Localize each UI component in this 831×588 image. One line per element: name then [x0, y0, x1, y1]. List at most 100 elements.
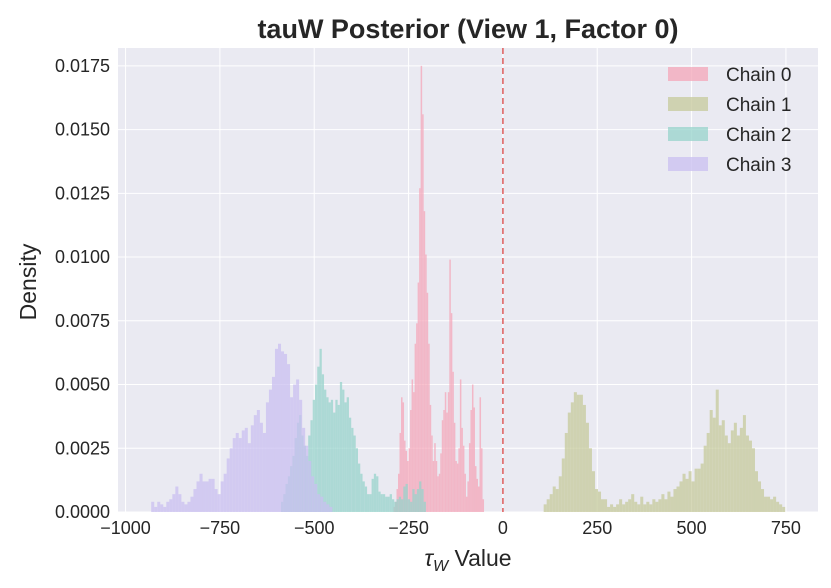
histogram-bar [326, 397, 329, 512]
histogram-bar [211, 478, 215, 512]
histogram-bar [410, 501, 413, 512]
y-tick-label: 0.0150 [55, 120, 110, 140]
legend-item: Chain 2 [668, 125, 792, 146]
histogram-bar [625, 501, 629, 512]
histogram-bar [444, 392, 447, 512]
histogram-bar [748, 440, 752, 512]
histogram-bar [302, 427, 306, 512]
histogram-bar [262, 432, 266, 512]
histogram-bar [319, 348, 322, 512]
histogram-bar [438, 473, 441, 512]
histogram-bar [387, 496, 390, 512]
histogram-bar [643, 504, 647, 512]
legend-swatch [668, 67, 708, 81]
histogram-bar [220, 481, 224, 512]
histogram-bar [385, 496, 388, 512]
histogram-bar [622, 504, 626, 512]
histogram-bar [640, 496, 644, 512]
histogram-bar [160, 504, 164, 512]
histogram-bar [355, 448, 358, 512]
x-tick-label: 500 [677, 518, 707, 538]
chart-title: tauW Posterior (View 1, Factor 0) [257, 14, 678, 44]
histogram-bar [376, 476, 379, 512]
histogram-bar [453, 422, 456, 512]
histogram-bar [464, 473, 466, 512]
histogram-bar [411, 379, 414, 512]
legend-item: Chain 3 [668, 155, 792, 176]
histogram-bar [420, 65, 423, 512]
histogram-bar [440, 453, 442, 512]
histogram-bar [268, 389, 272, 512]
histogram-bar [284, 353, 288, 512]
histogram-bar [652, 499, 656, 512]
legend-swatch [668, 157, 708, 171]
histogram-bar [238, 438, 242, 512]
histogram-bar [428, 343, 430, 512]
histogram-bar [423, 501, 426, 512]
histogram-bar [405, 483, 408, 512]
histogram-bar [330, 399, 334, 512]
series-chain-3 [151, 343, 333, 512]
x-tick-label: −1000 [100, 518, 151, 538]
x-tick-label: 0 [498, 518, 508, 538]
histogram-bar [169, 499, 173, 512]
histogram-bar [229, 448, 233, 512]
histogram-bar [287, 364, 291, 512]
histogram-bar [607, 506, 611, 512]
histogram-bar [434, 443, 436, 512]
histogram-bar [649, 504, 653, 512]
histogram-bar [573, 392, 577, 512]
histogram-bar [364, 486, 368, 512]
histogram-bar [441, 420, 444, 512]
histogram-bar [172, 494, 176, 512]
legend-label: Chain 3 [726, 155, 792, 176]
x-tick-label: 250 [582, 518, 612, 538]
histogram-bar [619, 499, 623, 512]
histogram-bar [202, 481, 206, 512]
histogram-bar [776, 501, 780, 512]
histogram-bar [476, 478, 478, 512]
histogram-bar [676, 486, 680, 512]
y-axis-ticks: 0.0000 0.0025 0.0050 0.0075 0.0100 0.0125 0.01… [55, 56, 110, 522]
histogram-bar [265, 402, 269, 512]
histogram-bar [342, 389, 345, 512]
histogram-bar [398, 496, 402, 512]
histogram-bar [700, 463, 704, 512]
histogram-bar [190, 496, 194, 512]
histogram-bar [543, 504, 547, 512]
x-axis-label-subscript: W [433, 558, 450, 575]
histogram-bar [382, 494, 386, 512]
histogram-bar [371, 478, 374, 512]
histogram-bar [421, 489, 424, 512]
histogram-bar [181, 501, 185, 512]
histogram-bar [546, 499, 550, 512]
histogram-bar [670, 496, 674, 512]
histogram-bar [163, 506, 167, 512]
histogram-bar [443, 410, 445, 512]
histogram-bar [346, 397, 349, 512]
histogram-bar [314, 483, 318, 512]
histogram-bar [685, 478, 689, 512]
legend-label: Chain 1 [726, 95, 792, 116]
histogram-bar [479, 397, 482, 512]
histogram-bar [706, 432, 710, 512]
y-tick-label: 0.0000 [55, 502, 110, 522]
histogram-bar [416, 489, 420, 512]
x-axis-label-text: Value [448, 545, 512, 571]
histogram-bar [178, 494, 182, 512]
histogram-bar [758, 481, 762, 512]
histogram-bar [398, 473, 400, 512]
legend-item: Chain 1 [668, 95, 792, 116]
histogram-bar [271, 376, 275, 512]
histogram-bar [482, 499, 485, 512]
histogram-bar [308, 461, 312, 512]
histogram-bar [724, 435, 728, 512]
histogram-bar [175, 486, 179, 512]
legend-item: Chain 0 [668, 65, 792, 86]
histogram-bar [235, 432, 239, 512]
histogram-bar [582, 404, 586, 512]
histogram-bar [247, 443, 251, 512]
histogram-bar [576, 394, 580, 512]
histogram-bar [598, 491, 602, 512]
x-axis-ticks: −1000 −750 −500 −250 0 250 500 750 [100, 518, 801, 538]
